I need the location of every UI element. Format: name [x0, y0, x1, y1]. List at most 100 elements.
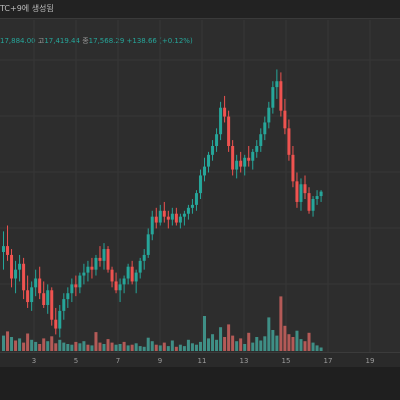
ohlc-open-value: 17,884.00 [0, 37, 36, 45]
volume-bar [6, 331, 10, 351]
volume-bar [211, 334, 215, 351]
volume-bar [94, 332, 98, 351]
candlestick-plot[interactable] [0, 0, 400, 352]
volume-bar [126, 345, 130, 351]
candle-body [90, 266, 94, 270]
candle-body [287, 128, 291, 155]
candle-body [34, 278, 38, 288]
volume-bar [182, 346, 186, 351]
volume-bar [34, 341, 38, 351]
candle-body [190, 204, 194, 208]
candle-body [130, 266, 134, 282]
volume-bar [319, 347, 323, 351]
candle-body [98, 257, 102, 261]
candle-body [295, 181, 299, 202]
volume-bar [247, 332, 251, 351]
candle-body [178, 216, 182, 223]
volume-bar [170, 340, 174, 351]
candle-body [38, 278, 42, 294]
candle-body [146, 234, 150, 255]
volume-bar [231, 335, 235, 351]
candle-body [271, 87, 275, 108]
volume-bar [54, 343, 58, 351]
volume-bar [275, 335, 279, 351]
volume-bar [178, 344, 182, 351]
volume-bar [279, 296, 283, 351]
volume-bar [50, 336, 54, 351]
volume-bar [186, 339, 190, 351]
volume-bar [62, 342, 66, 351]
volume-bar [22, 342, 26, 351]
candle-body [102, 249, 106, 261]
candle-body [110, 269, 114, 282]
candle-body [231, 146, 235, 170]
volume-bar [267, 317, 271, 351]
volume-bar [307, 332, 311, 351]
candle-body [42, 293, 46, 305]
candle-body [22, 263, 26, 291]
candle-body [138, 260, 142, 273]
candle-body [198, 175, 202, 194]
volume-bar [239, 338, 243, 351]
candle-body [114, 281, 118, 291]
candle-body [170, 213, 174, 220]
candle-body [78, 275, 82, 288]
volume-bar [227, 324, 231, 351]
candle-body [235, 160, 239, 170]
candle-body [106, 249, 110, 270]
volume-bar [235, 341, 239, 351]
volume-bar [98, 342, 102, 351]
candle-body [239, 160, 243, 167]
candle-body [30, 287, 34, 303]
volume-bar [158, 345, 162, 351]
volume-bar [223, 337, 227, 351]
volume-bar [30, 339, 34, 351]
candle-body [54, 319, 58, 329]
candle-body [18, 263, 22, 270]
volume-bar [295, 330, 299, 351]
candle-body [10, 254, 14, 279]
candle-body [62, 299, 66, 311]
volume-bar [259, 340, 263, 351]
candle-body [70, 284, 74, 294]
x-tick-label: 15 [282, 357, 291, 365]
candle-body [203, 166, 206, 176]
candle-body [58, 310, 62, 329]
ohlc-close-label: 종 [82, 37, 89, 45]
candle-body [186, 207, 190, 214]
volume-bar [2, 335, 5, 351]
candle-body [307, 193, 311, 211]
volume-bar [46, 341, 50, 351]
candle-body [2, 246, 5, 252]
volume-bar [271, 330, 275, 351]
candle-body [142, 254, 146, 261]
candle-body [74, 284, 78, 288]
volume-bar [263, 336, 267, 351]
volume-bar [207, 338, 211, 351]
candle-body [223, 107, 227, 117]
volume-bar [315, 345, 319, 351]
volume-bar [138, 346, 142, 351]
volume-bar [66, 344, 70, 351]
time-axis[interactable]: 3 5 7 9 11 13 15 17 19 [0, 352, 400, 367]
candle-body [219, 107, 223, 135]
candle-body [243, 157, 247, 167]
chart-header: TC+9에 생성됨 [0, 0, 400, 19]
candle-body [26, 290, 30, 303]
volume-bar [162, 342, 166, 351]
volume-bar [106, 339, 110, 351]
volume-bar [243, 344, 247, 351]
candle-body [162, 210, 166, 217]
candle-body [6, 246, 10, 255]
volume-bar [287, 334, 291, 351]
candle-body [126, 266, 130, 279]
volume-bar [58, 339, 62, 351]
bottom-panel [0, 367, 400, 400]
volume-bar [311, 342, 315, 351]
volume-bar [255, 337, 259, 351]
ohlc-high-value: 17,419.44 [44, 37, 80, 45]
volume-bar [90, 345, 94, 351]
candle-body [227, 116, 231, 146]
candle-body [118, 284, 122, 291]
